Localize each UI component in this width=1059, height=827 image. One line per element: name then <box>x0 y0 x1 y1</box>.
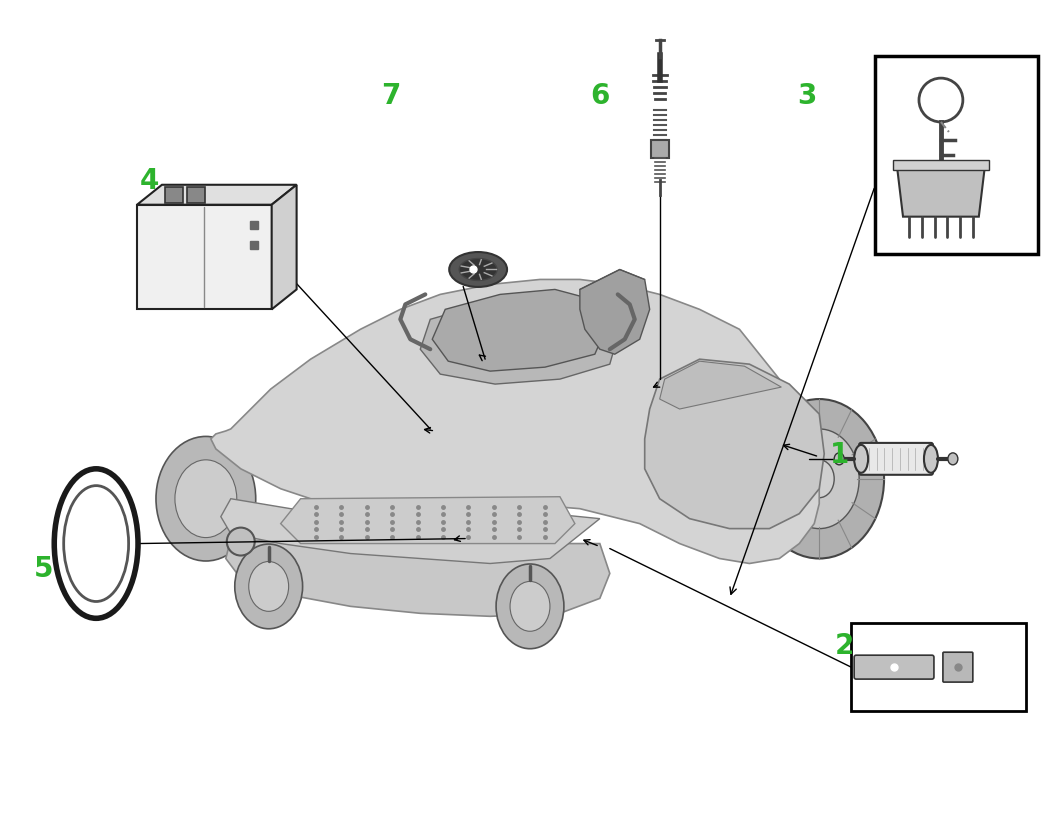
Text: 2: 2 <box>834 632 854 659</box>
Polygon shape <box>137 185 297 205</box>
Ellipse shape <box>948 453 958 466</box>
FancyBboxPatch shape <box>186 188 204 203</box>
FancyBboxPatch shape <box>855 655 934 679</box>
Polygon shape <box>645 360 824 529</box>
Polygon shape <box>281 497 575 544</box>
Polygon shape <box>660 361 782 409</box>
Polygon shape <box>221 500 599 564</box>
Text: 3: 3 <box>797 82 816 110</box>
Ellipse shape <box>449 253 507 288</box>
FancyBboxPatch shape <box>859 443 933 476</box>
Ellipse shape <box>227 528 255 556</box>
Text: 1: 1 <box>829 440 849 468</box>
Ellipse shape <box>235 544 303 629</box>
FancyBboxPatch shape <box>137 205 272 310</box>
Polygon shape <box>272 185 297 310</box>
Text: 7: 7 <box>380 82 400 110</box>
Polygon shape <box>893 160 989 170</box>
Ellipse shape <box>510 581 550 632</box>
Ellipse shape <box>754 399 884 559</box>
FancyBboxPatch shape <box>165 188 183 203</box>
Polygon shape <box>420 295 620 385</box>
Ellipse shape <box>460 259 497 281</box>
FancyBboxPatch shape <box>851 624 1026 711</box>
Ellipse shape <box>249 562 289 612</box>
Text: 6: 6 <box>590 82 610 110</box>
Polygon shape <box>432 290 608 371</box>
Ellipse shape <box>175 461 237 538</box>
FancyBboxPatch shape <box>875 57 1038 254</box>
Ellipse shape <box>923 446 938 473</box>
Text: 4: 4 <box>140 166 159 194</box>
Ellipse shape <box>156 437 255 562</box>
Polygon shape <box>897 168 985 218</box>
Ellipse shape <box>834 453 844 466</box>
Polygon shape <box>211 280 820 564</box>
Ellipse shape <box>855 446 868 473</box>
FancyBboxPatch shape <box>650 141 668 159</box>
Text: 5: 5 <box>34 555 53 583</box>
Ellipse shape <box>779 429 859 529</box>
Ellipse shape <box>496 564 563 649</box>
Polygon shape <box>580 270 649 355</box>
Ellipse shape <box>804 461 834 498</box>
FancyBboxPatch shape <box>943 653 973 682</box>
Polygon shape <box>226 539 610 617</box>
